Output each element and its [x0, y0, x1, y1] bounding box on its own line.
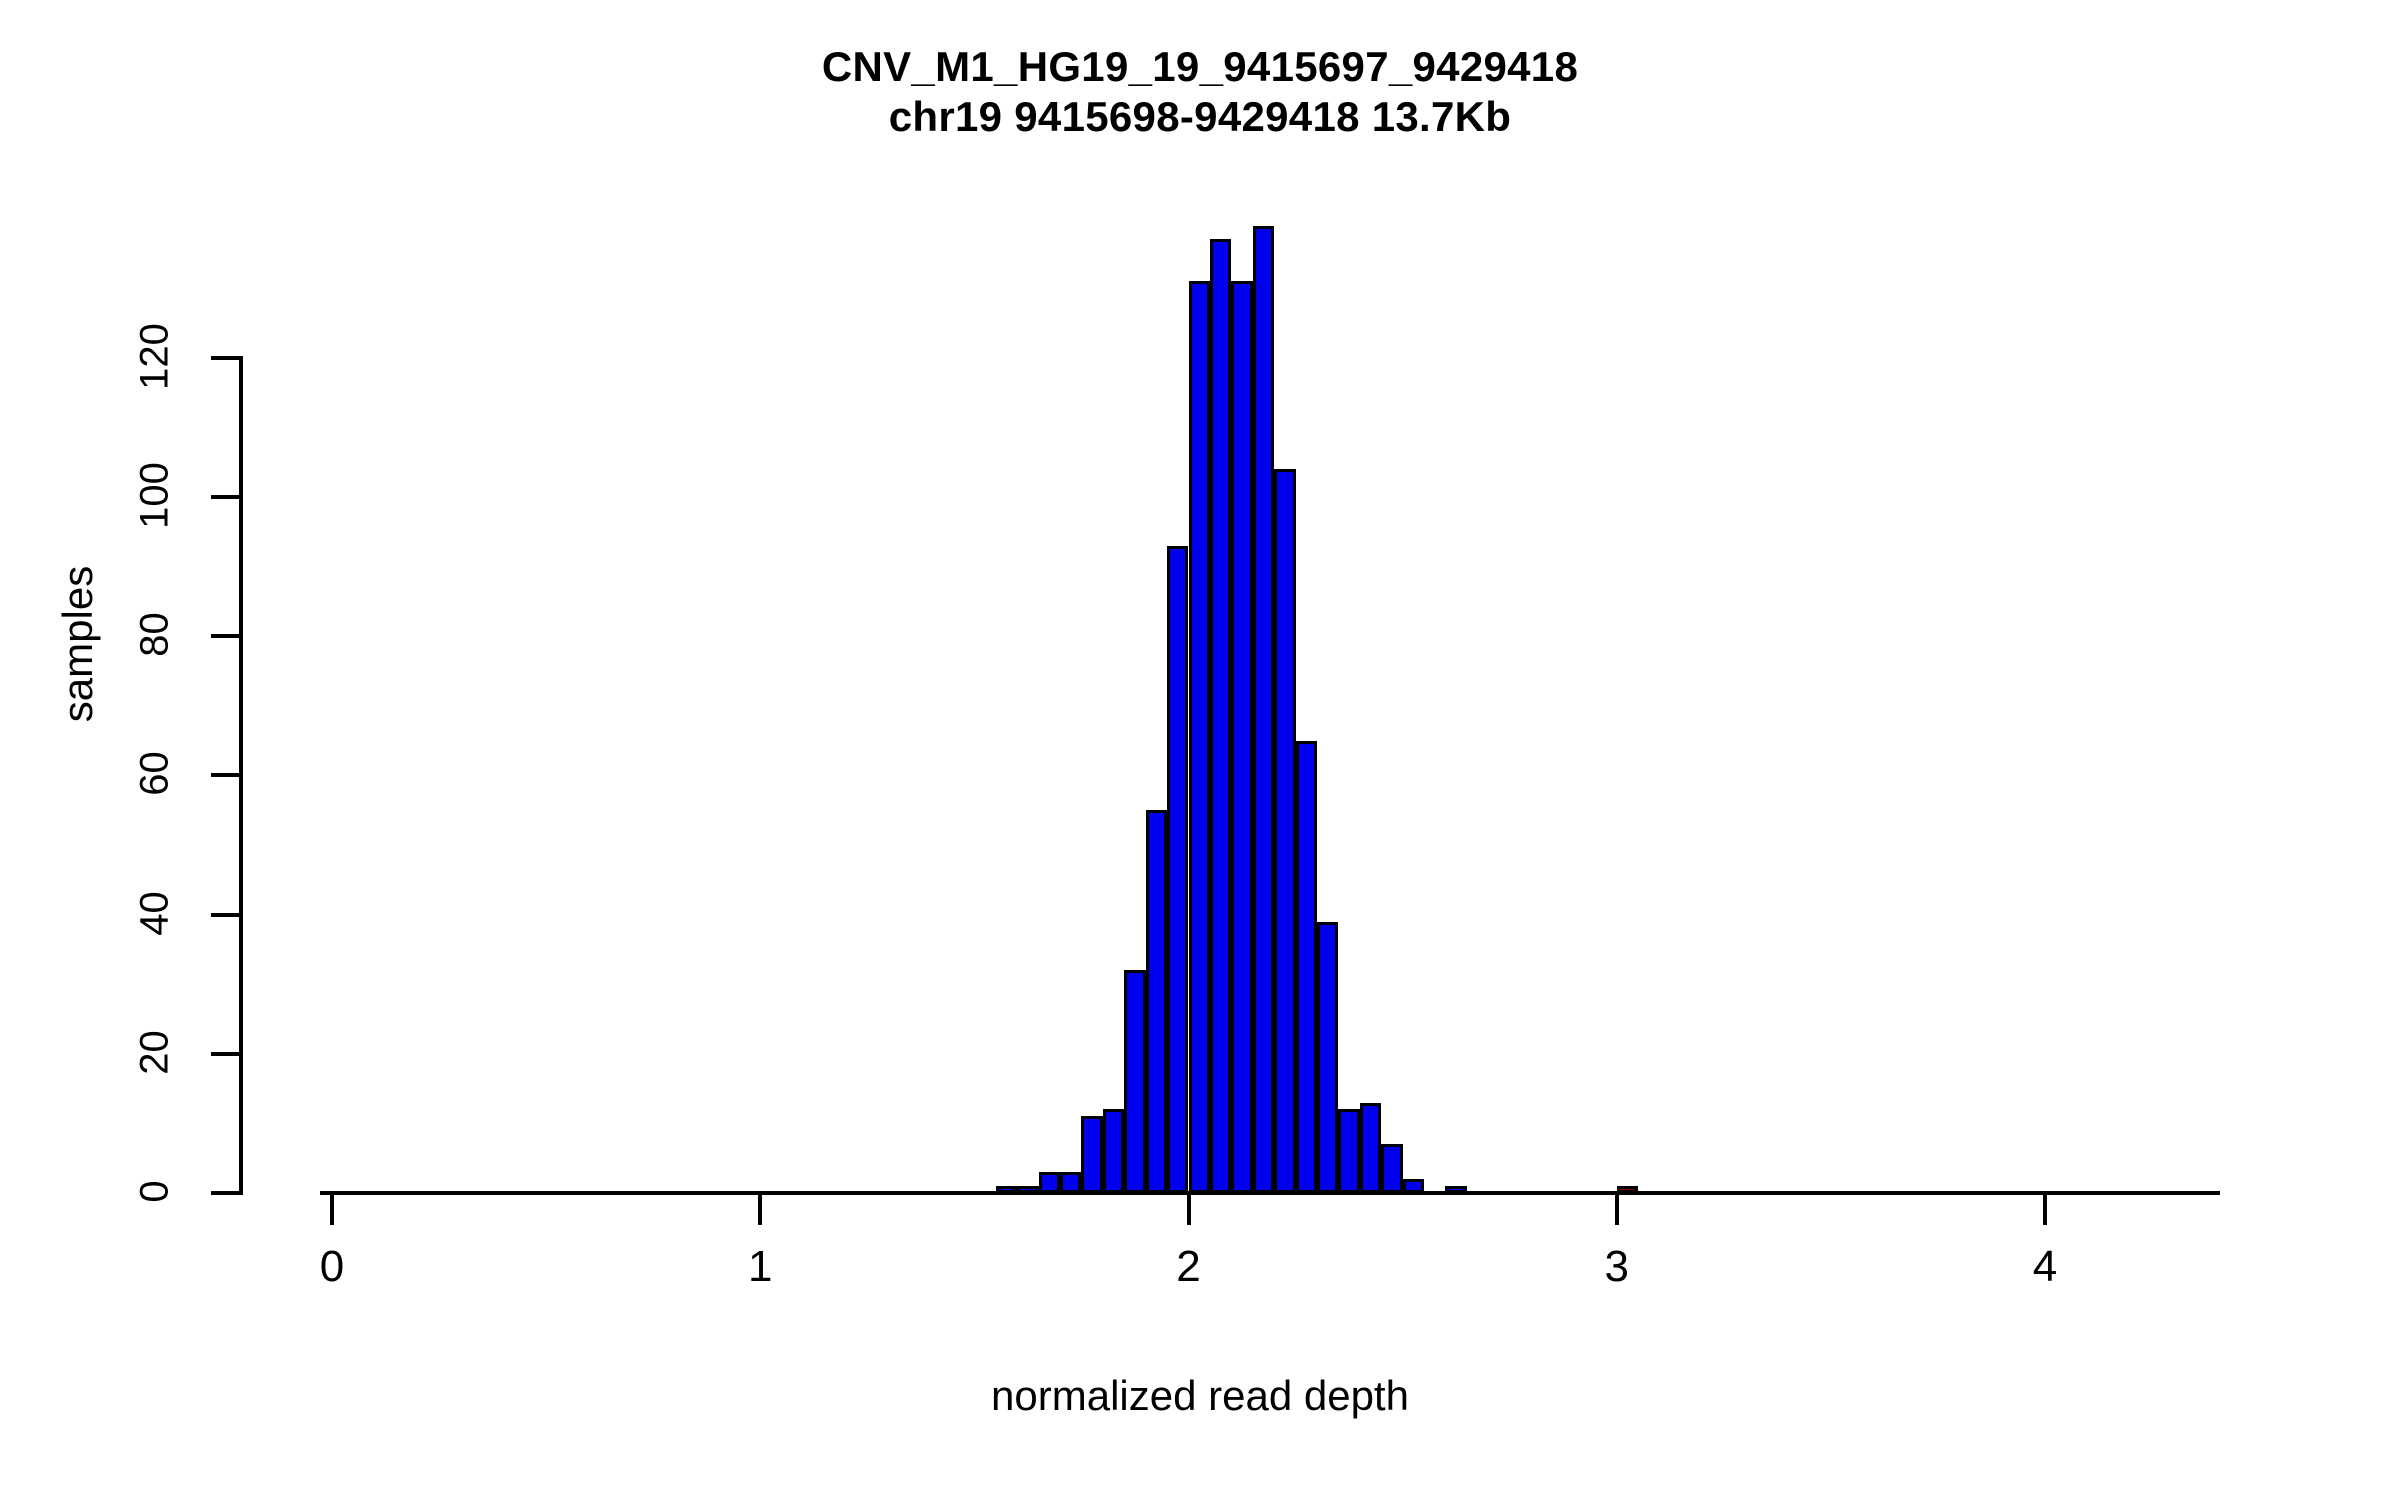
y-axis-tick-label: 80: [132, 612, 177, 657]
y-axis-tick: [211, 355, 243, 360]
x-axis-tick-label: 3: [1604, 1242, 1629, 1291]
histogram-bar: [1145, 810, 1168, 1193]
histogram-bar: [1209, 239, 1232, 1193]
x-axis-tick-label: 1: [748, 1242, 773, 1291]
figure-title-block: CNV_M1_HG19_19_9415697_9429418 chr19 941…: [0, 42, 2400, 141]
x-axis-title: normalized read depth: [991, 1372, 1409, 1419]
x-axis-tick: [1614, 1195, 1619, 1225]
x-axis-tick: [330, 1195, 334, 1225]
histogram-bar: [1081, 1116, 1103, 1193]
x-axis-tick-label: 2: [1176, 1242, 1201, 1291]
x-axis-tick: [1186, 1195, 1191, 1225]
x-axis-tick-label: 0: [319, 1242, 345, 1291]
histogram-bar: [1102, 1109, 1125, 1193]
x-axis-tick: [2043, 1195, 2047, 1225]
x-axis-tick: [758, 1195, 763, 1225]
histogram-bar: [1252, 225, 1275, 1193]
x-axis-tick-label: 4: [2032, 1242, 2058, 1291]
x-axis-line: [320, 1191, 2220, 1195]
figure-subtitle: chr19 9415698-9429418 13.7Kb: [888, 92, 1512, 140]
histogram-bar: [1167, 545, 1189, 1193]
histogram-bar: [1316, 921, 1339, 1193]
histogram-bar: [1124, 970, 1146, 1193]
y-axis-title: samples: [54, 565, 102, 723]
y-axis-tick-label: 100: [132, 462, 177, 529]
histogram-bar: [1381, 1144, 1403, 1193]
histogram-bar: [1359, 1102, 1382, 1193]
histogram-bar: [1295, 740, 1317, 1193]
y-axis-tick-label: 60: [132, 751, 177, 797]
y-axis-tick: [211, 912, 243, 917]
y-axis-tick: [211, 634, 243, 639]
histogram-bar: [1338, 1109, 1360, 1193]
y-axis-tick: [211, 1191, 243, 1195]
histogram-bar: [1274, 469, 1296, 1193]
y-axis-tick-label: 20: [132, 1030, 177, 1075]
y-axis-tick: [211, 773, 243, 778]
figure-title: CNV_M1_HG19_19_9415697_9429418: [821, 43, 1579, 90]
histogram-bar: [1060, 1172, 1082, 1193]
y-axis-tick: [211, 1051, 243, 1056]
histogram-bar: [1188, 281, 1210, 1193]
histogram-bar: [1038, 1172, 1061, 1193]
y-axis-tick-label: 0: [132, 1180, 177, 1203]
histogram-bar: [1231, 281, 1253, 1193]
y-axis-tick-label: 120: [132, 322, 177, 390]
y-axis-tick: [211, 495, 243, 499]
y-axis-tick-label: 40: [132, 890, 177, 936]
